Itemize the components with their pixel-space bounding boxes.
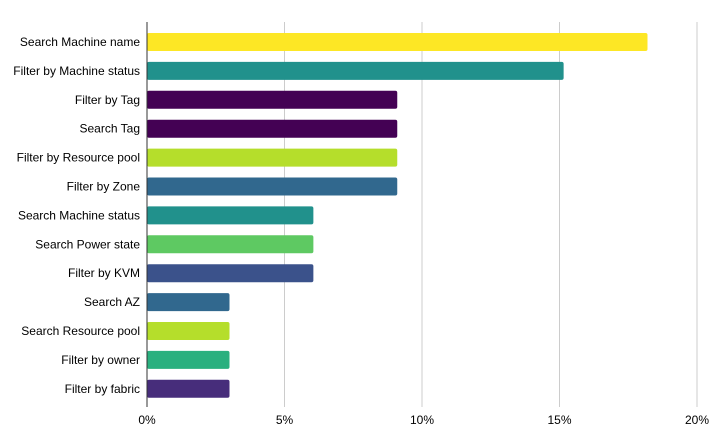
bar [147, 177, 398, 196]
category-label: Filter by Resource pool [17, 151, 140, 165]
bar [147, 148, 398, 167]
category-label: Filter by KVM [68, 266, 140, 280]
bar [147, 264, 314, 283]
x-tick-label: 5% [276, 413, 294, 427]
bar [147, 119, 398, 138]
category-label: Search Tag [80, 122, 141, 136]
bars [147, 33, 648, 398]
category-label: Search Power state [35, 237, 140, 251]
category-label: Search Machine name [20, 35, 140, 49]
category-label: Filter by owner [61, 353, 140, 367]
category-label: Filter by Zone [67, 180, 141, 194]
x-tick-label: 15% [547, 413, 571, 427]
category-label: Filter by fabric [65, 382, 140, 396]
x-tick-label: 20% [685, 413, 709, 427]
bar [147, 322, 230, 340]
bar [147, 206, 314, 225]
bar [147, 293, 230, 312]
category-label: Search AZ [84, 295, 140, 309]
x-tick-label: 0% [138, 413, 156, 427]
category-label: Filter by Machine status [13, 64, 140, 78]
bar [147, 379, 230, 398]
bar [147, 33, 648, 51]
category-label: Search Machine status [18, 208, 140, 222]
bar [147, 235, 314, 254]
category-label: Search Resource pool [21, 324, 140, 338]
x-axis-ticks: 0% 5% 10% 15% 20% [138, 413, 709, 427]
category-label: Filter by Tag [75, 93, 140, 107]
category-labels: Search Machine name Filter by Machine sta… [13, 35, 140, 396]
x-tick-label: 10% [410, 413, 434, 427]
bar [147, 350, 230, 369]
bar [147, 90, 398, 109]
bar [147, 61, 564, 80]
